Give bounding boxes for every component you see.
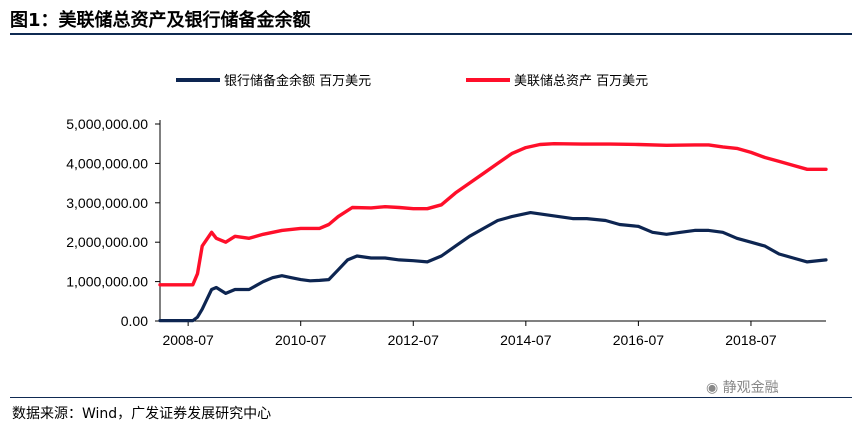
y-axis: 0.00 1,000,000.00 2,000,000.00 3,000,000.00… (66, 116, 161, 329)
legend-label: 银行储备金余额 百万美元 (224, 73, 371, 89)
y-tick-label: 4,000,000.00 (66, 155, 148, 171)
x-tick-label: 2008-07 (162, 332, 214, 348)
wechat-icon: ◉ (706, 380, 719, 396)
x-tick-label: 2018-07 (725, 332, 777, 348)
x-tick-label: 2010-07 (275, 332, 327, 348)
x-axis: 2008-07 2010-07 2012-07 2014-07 2016-07 2018-… (160, 320, 826, 348)
legend: 银行储备金余额 百万美元 美联储总资产 百万美元 (176, 73, 648, 89)
x-tick-label: 2014-07 (500, 332, 552, 348)
title-rule (10, 33, 852, 35)
watermark-text: 静观金融 (722, 380, 779, 396)
series-group (158, 142, 828, 323)
y-tick-label: 1,000,000.00 (66, 274, 148, 290)
figure-title: 图1：美联储总资产及银行储备金余额 (10, 10, 311, 31)
chart: 银行储备金余额 百万美元 美联储总资产 百万美元 0.00 1,000,000.00… (66, 73, 828, 348)
y-tick-label: 2,000,000.00 (66, 234, 148, 250)
series-line-reserves (158, 211, 828, 323)
series-line-total-assets (158, 142, 828, 287)
y-tick-label: 3,000,000.00 (66, 195, 148, 211)
watermark: ◉ 静观金融 (706, 377, 779, 397)
footer-rule (10, 397, 852, 398)
x-tick-label: 2016-07 (613, 332, 665, 348)
y-tick-label: 0.00 (121, 313, 148, 329)
source-note: 数据来源：Wind，广发证券发展研究中心 (12, 406, 272, 422)
y-tick-label: 5,000,000.00 (66, 116, 148, 132)
legend-label: 美联储总资产 百万美元 (514, 74, 648, 89)
x-tick-label: 2012-07 (388, 332, 440, 348)
